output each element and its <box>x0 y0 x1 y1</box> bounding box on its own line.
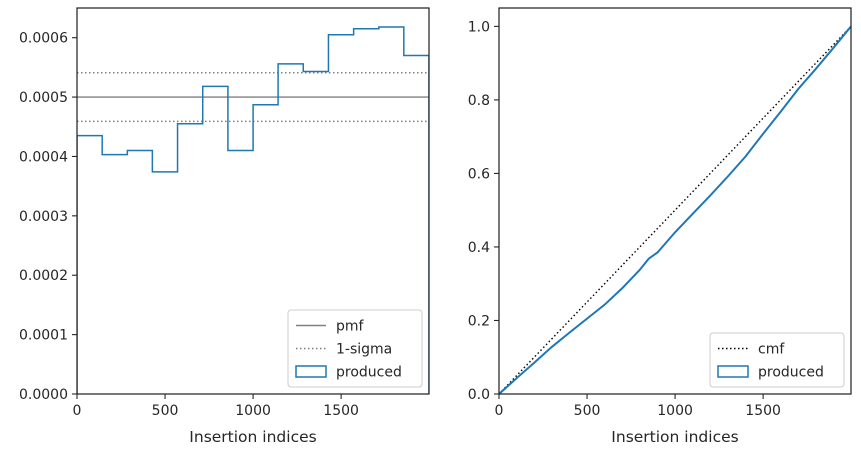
y-tick-label: 0.0006 <box>19 31 68 47</box>
y-tick-label: 0.0000 <box>19 387 68 403</box>
y-tick-label: 0.2 <box>468 313 490 329</box>
legend-label: pmf <box>336 319 365 335</box>
produced-histogram <box>77 26 429 394</box>
produced-cumulative <box>499 25 851 394</box>
y-tick-label: 0.6 <box>468 166 490 182</box>
pmf-panel: 0 500 1000 1500 0.0000 0.0001 0.0002 0.0003 0.00… <box>19 7 430 446</box>
y-tick-label: 0.0001 <box>19 328 68 344</box>
legend-swatch-produced <box>295 365 327 378</box>
x-tick-label: 0 <box>495 403 504 419</box>
x-axis-label: Insertion indices <box>611 428 738 446</box>
x-tick-label: 1000 <box>235 403 271 419</box>
cmf-panel: 0 500 1000 1500 0.0 0.2 0.4 0.6 0.8 1.0 Insertion … <box>468 7 852 446</box>
x-tick-label: 1500 <box>323 403 359 419</box>
y-tick-label: 0.0 <box>468 387 490 403</box>
legend: cmf produced <box>709 332 845 388</box>
legend-label: 1-sigma <box>336 342 392 358</box>
x-axis-label: Insertion indices <box>189 428 316 446</box>
y-tick-label: 0.0003 <box>19 209 68 225</box>
legend: pmf 1-sigma produced <box>287 309 423 388</box>
x-tick-label: 500 <box>152 403 179 419</box>
plot-area <box>499 25 851 394</box>
y-tick-label: 0.4 <box>468 240 490 256</box>
x-tick-label: 1000 <box>657 403 693 419</box>
y-tick-label: 0.0002 <box>19 268 68 284</box>
y-tick-label: 1.0 <box>468 19 490 35</box>
x-tick-label: 500 <box>574 403 601 419</box>
legend-label: produced <box>758 365 824 381</box>
y-tick-label: 0.0005 <box>19 90 68 106</box>
x-tick-label: 1500 <box>745 403 781 419</box>
y-tick-label: 0.8 <box>468 93 490 109</box>
y-tick-label: 0.0004 <box>19 149 68 165</box>
legend-label: produced <box>336 365 402 381</box>
legend-box <box>287 309 423 388</box>
cmf-line <box>499 25 851 394</box>
legend-label: cmf <box>758 342 785 358</box>
legend-swatch-produced <box>717 365 749 378</box>
legend-box <box>709 332 845 388</box>
plot-area <box>77 26 429 394</box>
x-tick-label: 0 <box>73 403 82 419</box>
